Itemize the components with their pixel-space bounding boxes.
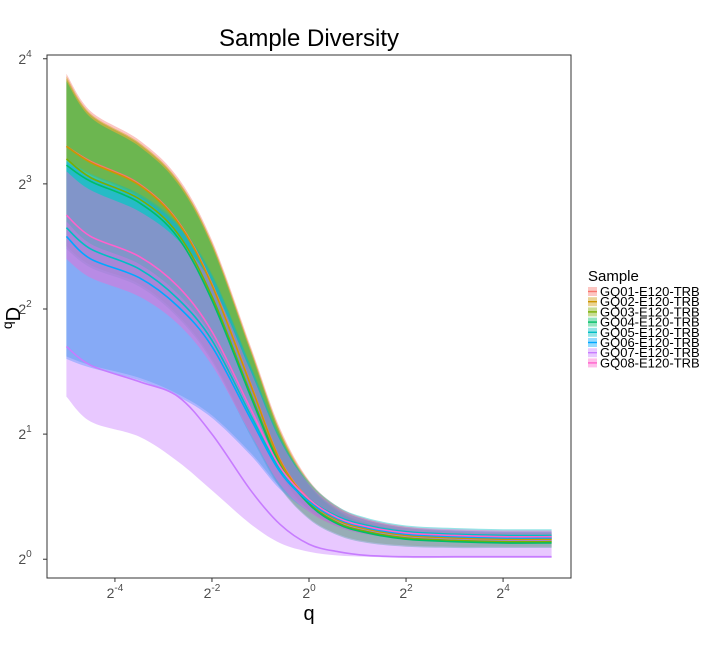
y-axis-title-sup: q bbox=[0, 321, 15, 329]
x-axis-title: q bbox=[303, 603, 314, 625]
y-axis-title-base: D bbox=[3, 307, 25, 321]
x-tick-label: 22 bbox=[399, 583, 413, 601]
y-tick-label: 22 bbox=[18, 299, 32, 317]
x-tick-label: 2-4 bbox=[107, 583, 124, 601]
legend-label-GQ07-E120-TRB: GQ07-E120-TRB bbox=[600, 345, 700, 360]
legend-label-GQ08-E120-TRB: GQ08-E120-TRB bbox=[600, 355, 700, 370]
series-line-GQ05-E120-TRB bbox=[65, 227, 552, 537]
y-axis-title: qD bbox=[0, 307, 25, 329]
legend-label-GQ05-E120-TRB: GQ05-E120-TRB bbox=[600, 325, 700, 340]
series-line-GQ07-E120-TRB bbox=[65, 345, 552, 558]
legend: Sample GQ01-E120-TRBGQ02-E120-TRBGQ03-E1… bbox=[588, 268, 700, 370]
x-tick-label: 2-2 bbox=[204, 583, 221, 601]
legend-label-GQ01-E120-TRB: GQ01-E120-TRB bbox=[600, 284, 700, 299]
series-line-GQ02-E120-TRB bbox=[65, 145, 552, 541]
legend-title: Sample bbox=[588, 268, 639, 285]
x-axis: 2-4 2-2 20 22 24 bbox=[107, 578, 510, 601]
ci-band-GQ06-E120-TRB bbox=[66, 161, 552, 542]
x-tick-label: 20 bbox=[302, 583, 316, 601]
ci-band-GQ08-E120-TRB bbox=[66, 171, 552, 542]
legend-label-GQ03-E120-TRB: GQ03-E120-TRB bbox=[600, 304, 700, 319]
chart-title: Sample Diversity bbox=[219, 25, 399, 52]
legend-label-GQ02-E120-TRB: GQ02-E120-TRB bbox=[600, 294, 700, 309]
y-tick-label: 23 bbox=[18, 174, 32, 192]
y-tick-label: 24 bbox=[18, 49, 32, 67]
legend-label-GQ04-E120-TRB: GQ04-E120-TRB bbox=[600, 315, 700, 330]
series-line-GQ08-E120-TRB bbox=[65, 214, 552, 538]
ci-band-GQ07-E120-TRB bbox=[66, 221, 552, 559]
series-line-GQ06-E120-TRB bbox=[65, 235, 552, 539]
series-lines bbox=[65, 145, 552, 558]
x-tick-label: 24 bbox=[496, 583, 510, 601]
y-tick-label: 20 bbox=[18, 549, 32, 567]
y-tick-label: 21 bbox=[18, 424, 32, 442]
ci-bands bbox=[66, 73, 552, 559]
y-axis: 20 21 22 23 24 bbox=[18, 49, 47, 567]
legend-label-GQ06-E120-TRB: GQ06-E120-TRB bbox=[600, 335, 700, 350]
